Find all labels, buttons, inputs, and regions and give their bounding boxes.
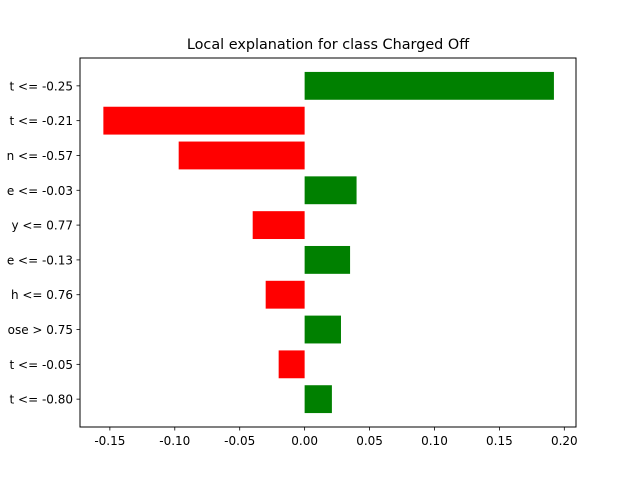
bar xyxy=(103,106,305,135)
chart-title: Local explanation for class Charged Off xyxy=(187,37,470,53)
y-tick-label: y <= 0.77 xyxy=(11,219,73,233)
x-tick-label: -0.05 xyxy=(224,434,255,448)
y-tick-label: ose > 0.75 xyxy=(8,323,73,337)
bar xyxy=(304,71,554,100)
y-tick-label: t <= -0.25 xyxy=(10,79,74,93)
y-tick-label: t <= -0.05 xyxy=(10,358,74,372)
x-axis-ticks: -0.15 -0.10 -0.05 0.00 0.05 0.10 0.15 0.20 xyxy=(94,427,578,448)
x-tick-label: 0.00 xyxy=(291,434,318,448)
y-tick-label: n <= -0.57 xyxy=(7,149,73,163)
y-tick-label: e <= -0.13 xyxy=(7,253,73,267)
y-tick-label: h <= 0.76 xyxy=(11,288,73,302)
bars-group xyxy=(103,71,554,414)
x-tick-label: -0.10 xyxy=(159,434,190,448)
bar xyxy=(304,176,357,205)
x-tick-label: 0.20 xyxy=(551,434,578,448)
y-tick-label: t <= -0.80 xyxy=(10,393,74,407)
bar xyxy=(304,385,332,414)
bar xyxy=(278,350,305,379)
y-axis-ticks: t <= -0.25 t <= -0.21 n <= -0.57 e <= -0.03… xyxy=(7,79,80,407)
bar xyxy=(304,245,351,274)
x-tick-label: 0.05 xyxy=(356,434,383,448)
bar xyxy=(178,141,305,170)
bar xyxy=(265,280,305,309)
bar xyxy=(252,211,305,240)
y-tick-label: e <= -0.03 xyxy=(7,184,73,198)
y-tick-label: t <= -0.21 xyxy=(10,114,74,128)
plot-frame xyxy=(79,57,577,428)
bar xyxy=(304,315,341,344)
x-tick-label: 0.10 xyxy=(421,434,448,448)
x-tick-label: 0.15 xyxy=(486,434,513,448)
x-tick-label: -0.15 xyxy=(94,434,125,448)
